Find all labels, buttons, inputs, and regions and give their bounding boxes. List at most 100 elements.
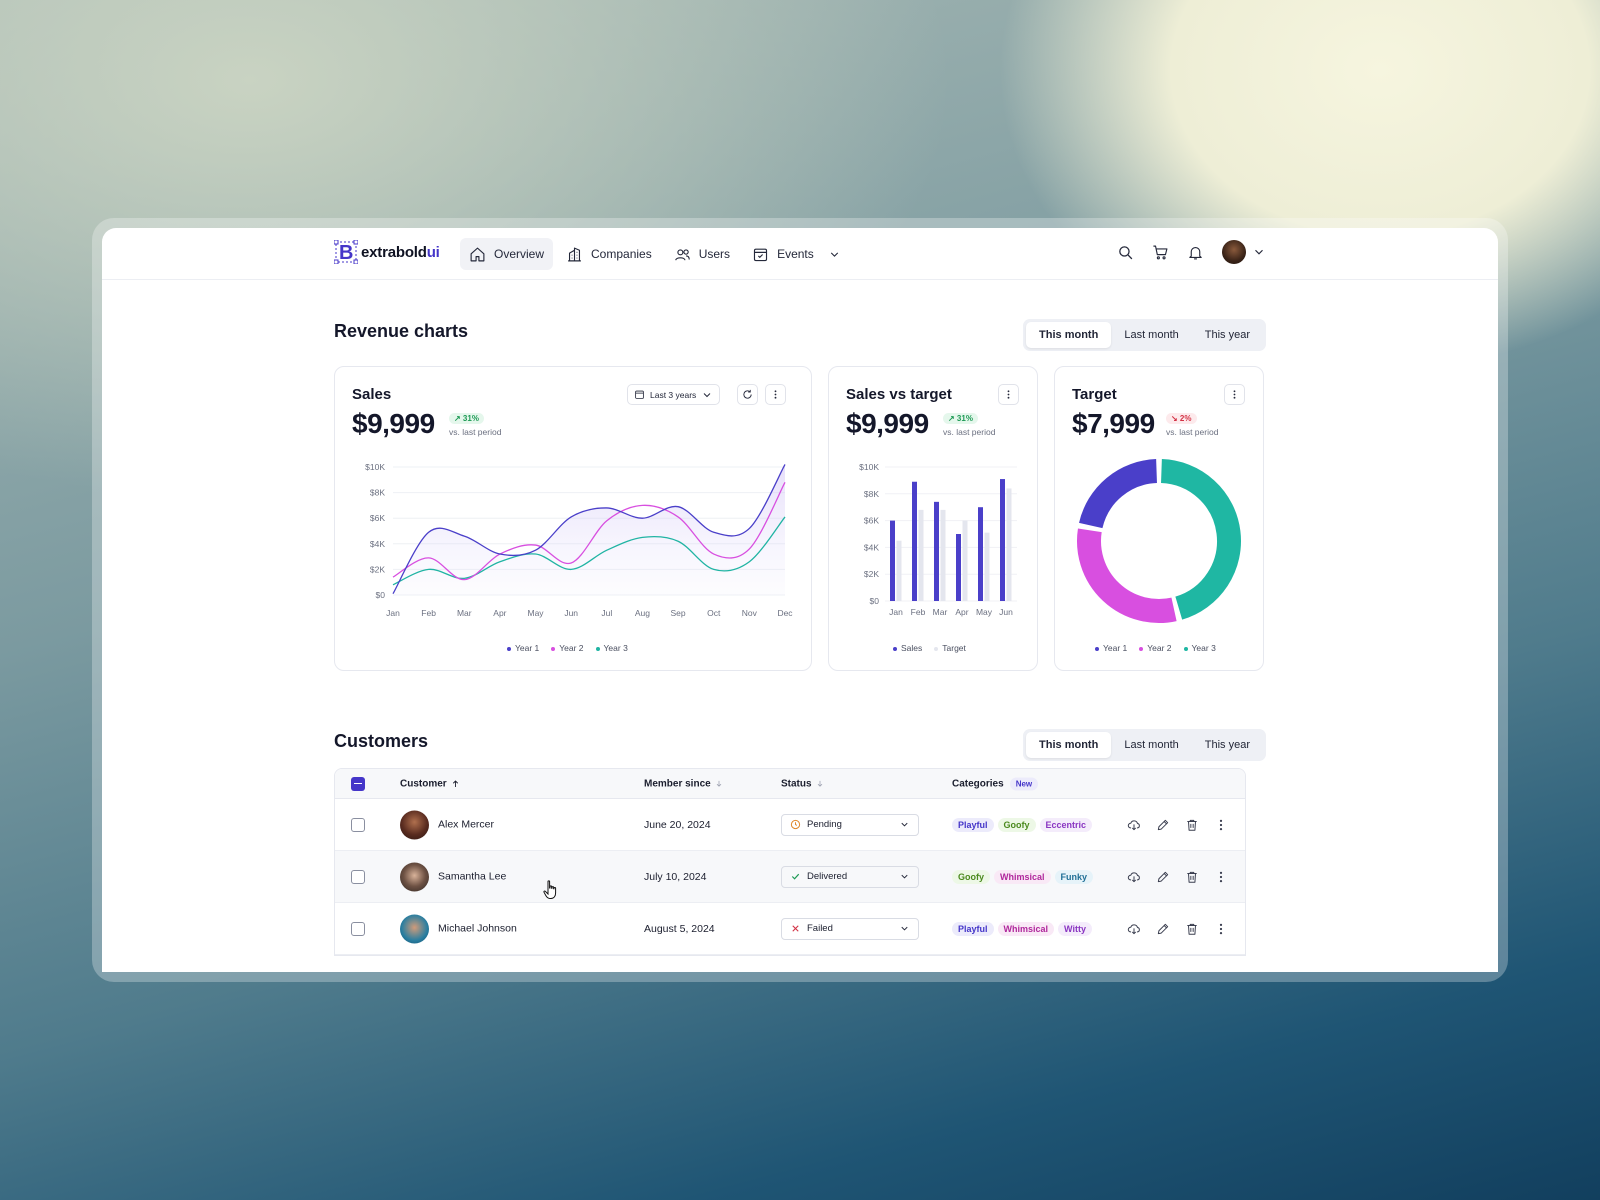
more-vertical-icon[interactable] <box>1214 818 1228 832</box>
target-donut-chart <box>1077 459 1241 623</box>
customer-cell: Alex Mercer <box>400 810 494 839</box>
check-icon <box>791 873 800 880</box>
x-tick-label: Apr <box>493 608 506 618</box>
series-line <box>392 482 786 581</box>
search-icon[interactable] <box>1117 244 1134 261</box>
more-vertical-icon[interactable] <box>1214 922 1228 936</box>
legend-dot <box>551 646 556 651</box>
chevron-down-icon <box>901 874 908 879</box>
tab-this-month[interactable]: This month <box>1026 322 1112 348</box>
legend-label: Sales <box>901 643 923 653</box>
sales-more-button[interactable] <box>765 384 786 405</box>
x-tick-label: Feb <box>421 608 436 618</box>
card-value: $7,999 <box>1072 408 1155 439</box>
nav-actions <box>1117 240 1266 264</box>
nav-item-events[interactable]: Events <box>743 238 850 270</box>
y-tick-label: $4K <box>864 542 879 552</box>
pencil-icon[interactable] <box>1156 818 1170 832</box>
table-row[interactable]: Alex Mercer June 20, 2024 Pending Playfu… <box>335 799 1245 851</box>
column-label: Member since <box>644 778 711 789</box>
cloud-download-icon[interactable] <box>1127 922 1141 936</box>
column-status[interactable]: Status <box>781 778 824 789</box>
nav-item-overview[interactable]: Overview <box>460 238 554 270</box>
more-vertical-icon <box>1233 390 1236 399</box>
column-customer[interactable]: Customer <box>400 778 460 789</box>
x-tick-label: May <box>976 607 993 617</box>
status-dropdown[interactable]: Pending <box>781 813 919 836</box>
sales-target-more-button[interactable] <box>998 384 1019 405</box>
trash-icon[interactable] <box>1185 870 1199 884</box>
category-tags: Goofy Whimsical Funky <box>952 869 1094 884</box>
tab-last-month[interactable]: Last month <box>1124 329 1179 341</box>
category-tag: Whimsical <box>994 869 1051 884</box>
y-tick-label: $4K <box>370 539 385 549</box>
avatar <box>400 914 429 943</box>
customer-cell: Samantha Lee <box>400 862 506 891</box>
y-tick-label: $8K <box>864 489 879 499</box>
trash-icon[interactable] <box>1185 818 1199 832</box>
nav-menu: Overview Companies Users Events <box>460 238 850 270</box>
tab-this-month[interactable]: This month <box>1026 732 1112 758</box>
x-tick-label: Jun <box>564 608 578 618</box>
tab-last-month[interactable]: Last month <box>1124 739 1179 751</box>
status-dropdown[interactable]: Delivered <box>781 865 919 888</box>
cloud-download-icon[interactable] <box>1127 870 1141 884</box>
range-dropdown[interactable]: Last 3 years <box>627 384 721 405</box>
delta-badge: ↘ 2% <box>1166 413 1197 424</box>
sales-vs-target-card: Sales vs target $9,999 ↗ 31% vs. last pe… <box>828 366 1038 671</box>
sales-line-chart: $0 $2K $4K $6K $8K $10K Jan Feb Mar Apr May Jun Jul A… <box>365 462 793 618</box>
bar-target <box>984 532 990 601</box>
card-title: Target <box>1072 386 1117 403</box>
x-tick-label: Nov <box>742 608 758 618</box>
card-value: $9,999 <box>352 408 435 439</box>
logo[interactable]: B extraboldui <box>333 239 440 265</box>
user-menu[interactable] <box>1222 240 1266 264</box>
legend-label: Year 3 <box>603 643 628 653</box>
refresh-button[interactable] <box>737 384 758 405</box>
status-label: Pending <box>807 819 842 830</box>
x-tick-label: Aug <box>635 608 650 618</box>
nav-item-companies[interactable]: Companies <box>557 238 661 270</box>
row-checkbox[interactable] <box>351 817 365 832</box>
chevron-down-icon <box>1255 249 1263 255</box>
member-since: July 10, 2024 <box>644 870 707 883</box>
table-row[interactable]: Samantha Lee July 10, 2024 Delivered Goo… <box>335 851 1245 903</box>
table-row[interactable]: Michael Johnson August 5, 2024 Failed Pl… <box>335 903 1245 955</box>
calendar-icon <box>753 248 768 261</box>
logo-mark-icon: B <box>333 239 359 265</box>
bar-sales <box>956 534 961 601</box>
legend-label: Year 1 <box>515 643 540 653</box>
legend-label: Year 2 <box>559 643 584 653</box>
y-tick-label: $10K <box>859 462 879 472</box>
tab-this-year[interactable]: This year <box>1204 739 1250 751</box>
row-checkbox[interactable] <box>351 869 365 884</box>
pencil-icon[interactable] <box>1156 922 1170 936</box>
pencil-icon[interactable] <box>1156 870 1170 884</box>
legend-dot <box>934 646 939 651</box>
sort-icon <box>716 780 721 787</box>
customers-title: Customers <box>334 731 429 751</box>
trash-icon[interactable] <box>1185 922 1199 936</box>
sort-icon <box>817 780 822 787</box>
category-tag: Goofy <box>997 817 1036 832</box>
legend-label: Year 3 <box>1191 643 1216 653</box>
cart-icon[interactable] <box>1152 244 1169 261</box>
tab-this-year[interactable]: This year <box>1204 329 1250 341</box>
chevron-down-icon <box>901 926 908 931</box>
cloud-download-icon[interactable] <box>1127 818 1141 832</box>
status-dropdown[interactable]: Failed <box>781 917 919 940</box>
select-all-checkbox[interactable] <box>351 776 365 791</box>
column-member-since[interactable]: Member since <box>644 778 723 789</box>
customers-table: Customer Member since Status Categories … <box>334 768 1246 956</box>
bell-icon[interactable] <box>1187 244 1204 261</box>
vs-label: vs. last period <box>449 427 502 437</box>
legend-item: Target <box>934 643 966 653</box>
more-vertical-icon[interactable] <box>1214 870 1228 884</box>
nav-label: Events <box>777 247 814 261</box>
column-categories[interactable]: Categories New <box>952 777 1039 790</box>
x-tick-label: May <box>528 608 545 618</box>
row-checkbox[interactable] <box>351 921 365 936</box>
table-header: Customer Member since Status Categories … <box>335 769 1245 799</box>
nav-item-users[interactable]: Users <box>665 238 739 270</box>
target-more-button[interactable] <box>1224 384 1245 405</box>
